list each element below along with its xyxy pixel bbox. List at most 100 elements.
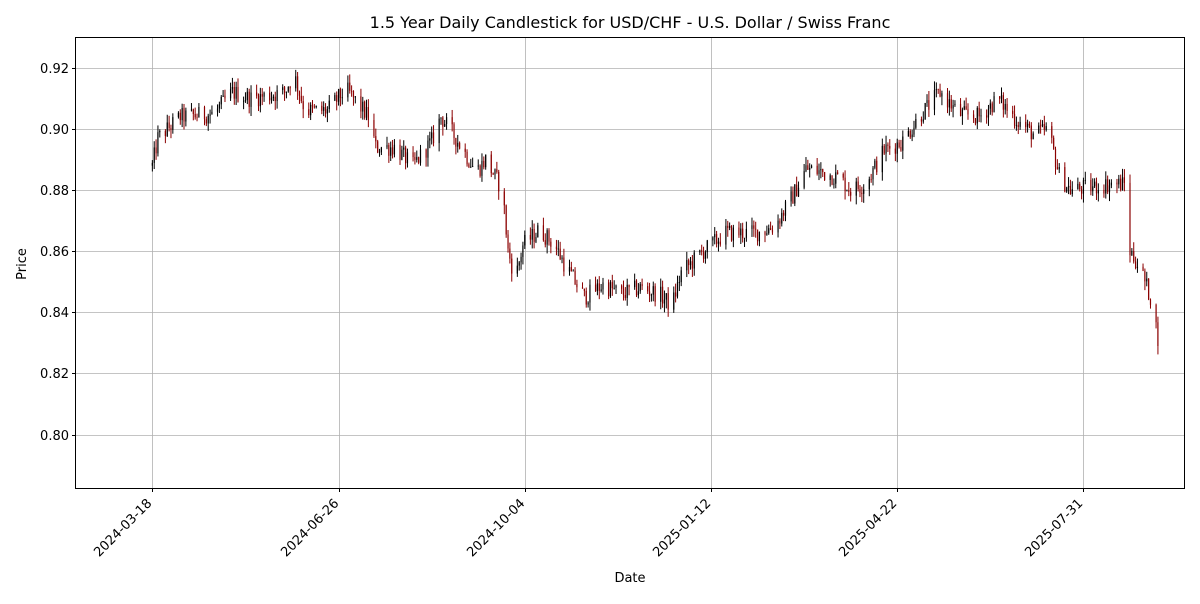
candle-body xyxy=(347,82,349,98)
candle-body xyxy=(203,106,206,120)
candle-body xyxy=(883,145,885,154)
y-tick-label: 0.90 xyxy=(40,123,69,138)
candle-body xyxy=(881,145,883,173)
candle-body xyxy=(406,152,409,164)
candle-body xyxy=(699,250,701,253)
candle-body xyxy=(650,294,653,296)
candle-body xyxy=(289,87,291,89)
candle-body xyxy=(1030,125,1032,140)
candle-body xyxy=(913,127,915,135)
candle-body xyxy=(965,106,967,110)
candle-body xyxy=(479,165,481,176)
candle-body xyxy=(818,170,820,174)
candle-body xyxy=(431,132,433,139)
candle-body xyxy=(310,104,312,116)
candle-body xyxy=(490,154,492,174)
candle-body xyxy=(477,165,479,167)
candle-body xyxy=(164,131,166,136)
candle-body xyxy=(889,145,891,149)
candle-body xyxy=(803,171,805,188)
candle-body xyxy=(790,191,792,202)
candle-body xyxy=(321,105,323,111)
candle-body xyxy=(194,113,196,118)
candle-body xyxy=(444,124,446,127)
candle-body xyxy=(911,134,913,138)
candle-body xyxy=(779,220,781,224)
candle-body xyxy=(401,149,403,160)
candle-body xyxy=(349,82,351,91)
candle-body xyxy=(909,130,911,138)
candle-body xyxy=(809,167,811,170)
candle-body xyxy=(581,287,584,289)
candle-body xyxy=(585,290,587,305)
x-tick-label: 2025-04-22 xyxy=(836,496,900,560)
candle-body xyxy=(712,237,714,241)
candle-body xyxy=(496,169,498,172)
candle-body xyxy=(313,106,315,108)
candle-body xyxy=(933,90,936,110)
candle-body xyxy=(1028,123,1031,126)
candle-body xyxy=(1053,137,1055,149)
candle-body xyxy=(868,179,870,190)
candle-body xyxy=(548,230,550,242)
candle-body xyxy=(324,107,327,114)
candle-body xyxy=(557,248,559,250)
candle-body xyxy=(702,251,705,259)
candle-body xyxy=(229,88,232,99)
x-tick-label: 2025-07-31 xyxy=(1022,496,1086,560)
candle-body xyxy=(676,282,679,297)
candle-body xyxy=(626,284,628,298)
candle-body xyxy=(1066,187,1068,192)
candle-body xyxy=(680,270,682,283)
candle-body xyxy=(872,167,874,180)
y-tick-label: 0.86 xyxy=(40,245,69,260)
candle-body xyxy=(742,228,744,239)
candle-body xyxy=(935,89,937,91)
candle-body xyxy=(615,285,617,288)
candle-body xyxy=(464,148,466,152)
candle-body xyxy=(445,117,448,125)
candle-body xyxy=(282,87,284,91)
candle-body xyxy=(574,270,576,285)
candle-body xyxy=(1110,182,1112,186)
candle-body xyxy=(1148,278,1150,300)
candle-body xyxy=(237,86,239,102)
candle-body xyxy=(263,92,265,97)
candle-body xyxy=(1032,133,1034,140)
candle-body xyxy=(837,172,839,174)
candle-body xyxy=(1157,322,1159,346)
candle-body xyxy=(972,114,975,119)
candle-body xyxy=(334,95,336,101)
candle-body xyxy=(842,173,844,178)
candle-body xyxy=(537,225,539,238)
candle-body xyxy=(848,190,850,192)
candle-body xyxy=(177,112,180,118)
candle-body xyxy=(393,144,396,155)
y-axis-ticks: 0.80 0.82 0.84 0.86 0.88 0.90 0.92 xyxy=(40,62,76,444)
candle-body xyxy=(1121,177,1124,190)
candle-body xyxy=(637,291,639,296)
candle-body xyxy=(297,76,299,92)
candle-body xyxy=(1006,103,1008,111)
candle-body xyxy=(403,147,405,150)
candle-body xyxy=(596,283,599,292)
candle-body xyxy=(755,228,757,230)
candle-body xyxy=(311,104,314,107)
candle-body xyxy=(1017,125,1019,127)
candle-body xyxy=(937,89,939,90)
candle-body xyxy=(823,172,826,180)
candle-body xyxy=(516,265,518,274)
candle-body xyxy=(1107,179,1109,193)
candle-body xyxy=(652,286,654,295)
candle-body xyxy=(745,228,747,238)
candle-body xyxy=(231,87,234,89)
candle-body xyxy=(850,191,852,196)
candle-body xyxy=(412,152,414,158)
candle-body xyxy=(730,225,733,241)
candle-body xyxy=(976,107,978,124)
candle-body xyxy=(524,234,526,246)
candle-body xyxy=(362,101,364,112)
candle-body xyxy=(948,99,950,108)
candle-body xyxy=(954,103,956,106)
candle-body xyxy=(283,87,286,93)
